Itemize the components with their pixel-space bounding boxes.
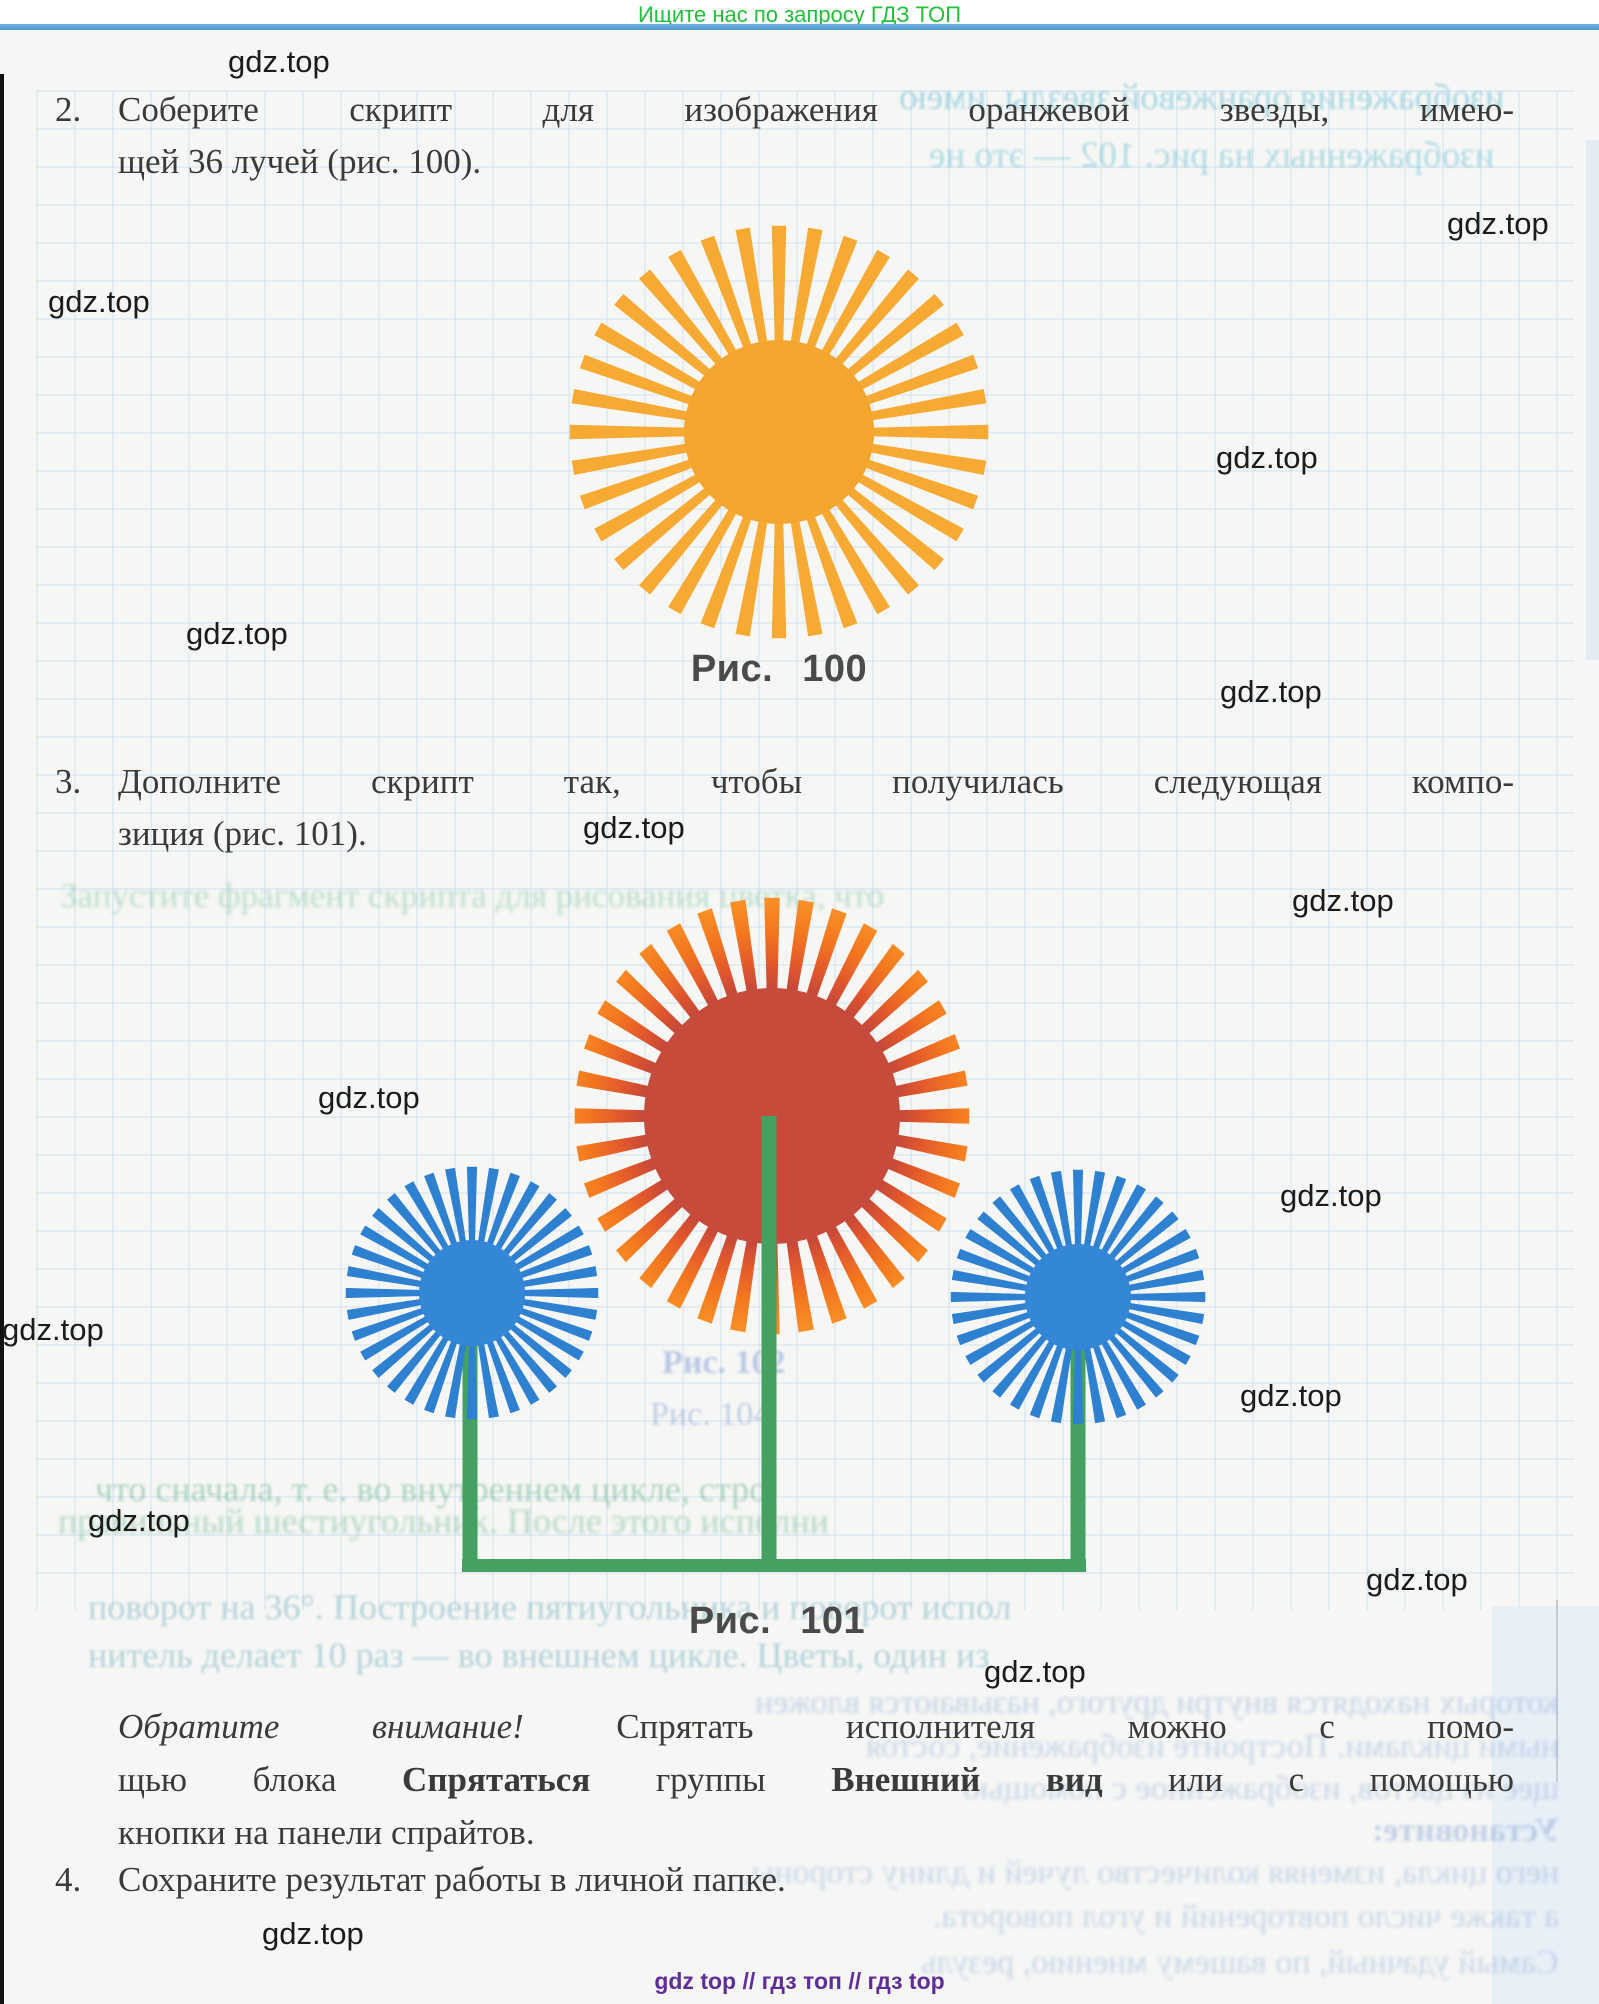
note-line-1-rest: Спрятать исполнителя можно с помо- — [523, 1707, 1514, 1746]
footer-watermark: gdz top // гдз топ // гдз top — [654, 1968, 945, 1994]
scan-left-edge — [0, 74, 4, 2004]
gdz-watermark: gdz.top — [228, 44, 330, 79]
item-2-number: 2. — [55, 90, 82, 129]
gdz-watermark: gdz.top — [48, 284, 150, 319]
page-top-border — [0, 24, 1599, 30]
note-lead-italic: Обратите внимание! — [118, 1707, 524, 1746]
top-margin — [0, 0, 1599, 24]
note-line-2-e: или с помощью — [1102, 1760, 1514, 1799]
note-line-2: щью блока Спрятаться группы Внешний вид … — [118, 1753, 1514, 1806]
gdz-watermark: gdz.top — [1280, 1178, 1382, 1213]
gdz-watermark: gdz.top — [1220, 674, 1322, 709]
item-4-number: 4. — [55, 1860, 82, 1899]
page-gutter-line — [1556, 1600, 1558, 1782]
gdz-watermark: gdz.top — [318, 1080, 420, 1115]
note-line-1: Обратите внимание! Спрятать исполнителя … — [118, 1700, 1514, 1753]
item-4-text: Сохраните результат работы в личной папк… — [118, 1860, 786, 1899]
gdz-watermark: gdz.top — [88, 1503, 190, 1538]
item-2-line-1: Соберите скрипт для изображения оранжево… — [118, 90, 1514, 129]
item-3-number: 3. — [55, 762, 82, 801]
note-paragraph: Обратите внимание! Спрятать исполнителя … — [118, 1700, 1514, 1859]
task-item-4: 4. Сохраните результат работы в личной п… — [55, 1854, 1514, 1906]
item-2-line-2: щей 36 лучей (рис. 100). — [118, 142, 482, 181]
gdz-watermark: gdz.top — [2, 1312, 104, 1347]
gdz-watermark: gdz.top — [1292, 883, 1394, 918]
scan-tint — [1492, 1606, 1599, 2004]
task-item-2: 2. Соберите скрипт для изображения оранж… — [55, 84, 1514, 188]
gdz-watermark: gdz.top — [186, 616, 288, 651]
note-bold-hide-block: Спрятаться — [402, 1760, 591, 1799]
gdz-watermark: gdz.top — [1216, 440, 1318, 475]
item-3-line-2: зиция (рис. 101). — [118, 814, 367, 853]
note-line-2-c: группы — [590, 1760, 832, 1799]
gdz-watermark: gdz.top — [583, 810, 685, 845]
task-item-3: 3. Дополните скрипт так, чтобы получилас… — [55, 756, 1514, 860]
gdz-watermark: gdz.top — [1240, 1378, 1342, 1413]
gdz-top-search-link[interactable]: Ищите нас по запросу ГДЗ ТОП — [637, 2, 962, 27]
item-3-line-1: Дополните скрипт так, чтобы получилась с… — [118, 762, 1514, 801]
figure-101-caption: Рис. 101 — [688, 1600, 866, 1642]
gdz-watermark: gdz.top — [1366, 1562, 1468, 1597]
figure-100-caption: Рис. 100 — [690, 648, 868, 690]
gdz-watermark: gdz.top — [984, 1654, 1086, 1689]
scan-tint — [1586, 140, 1599, 660]
gdz-watermark: gdz.top — [262, 1916, 364, 1951]
gdz-watermark: gdz.top — [1447, 206, 1549, 241]
note-line-2-a: щью блока — [118, 1760, 403, 1799]
note-line-3: кнопки на панели спрайтов. — [118, 1813, 535, 1852]
note-bold-looks-group: Внешний вид — [831, 1760, 1103, 1799]
